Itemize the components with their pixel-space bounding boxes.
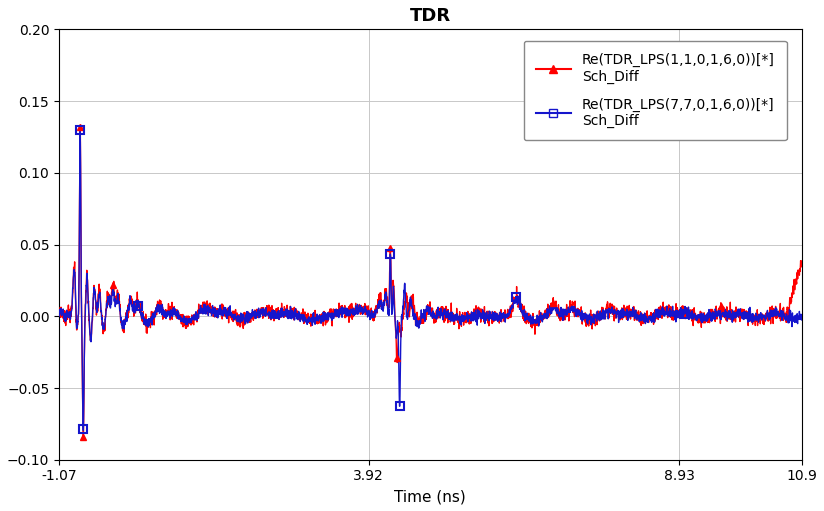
X-axis label: Time (ns): Time (ns) [395, 489, 466, 504]
Title: TDR: TDR [410, 7, 451, 25]
Legend: Re(TDR_LPS(1,1,0,1,6,0))[*]
Sch_Diff, Re(TDR_LPS(7,7,0,1,6,0))[*]
Sch_Diff: Re(TDR_LPS(1,1,0,1,6,0))[*] Sch_Diff, Re… [523, 40, 787, 141]
